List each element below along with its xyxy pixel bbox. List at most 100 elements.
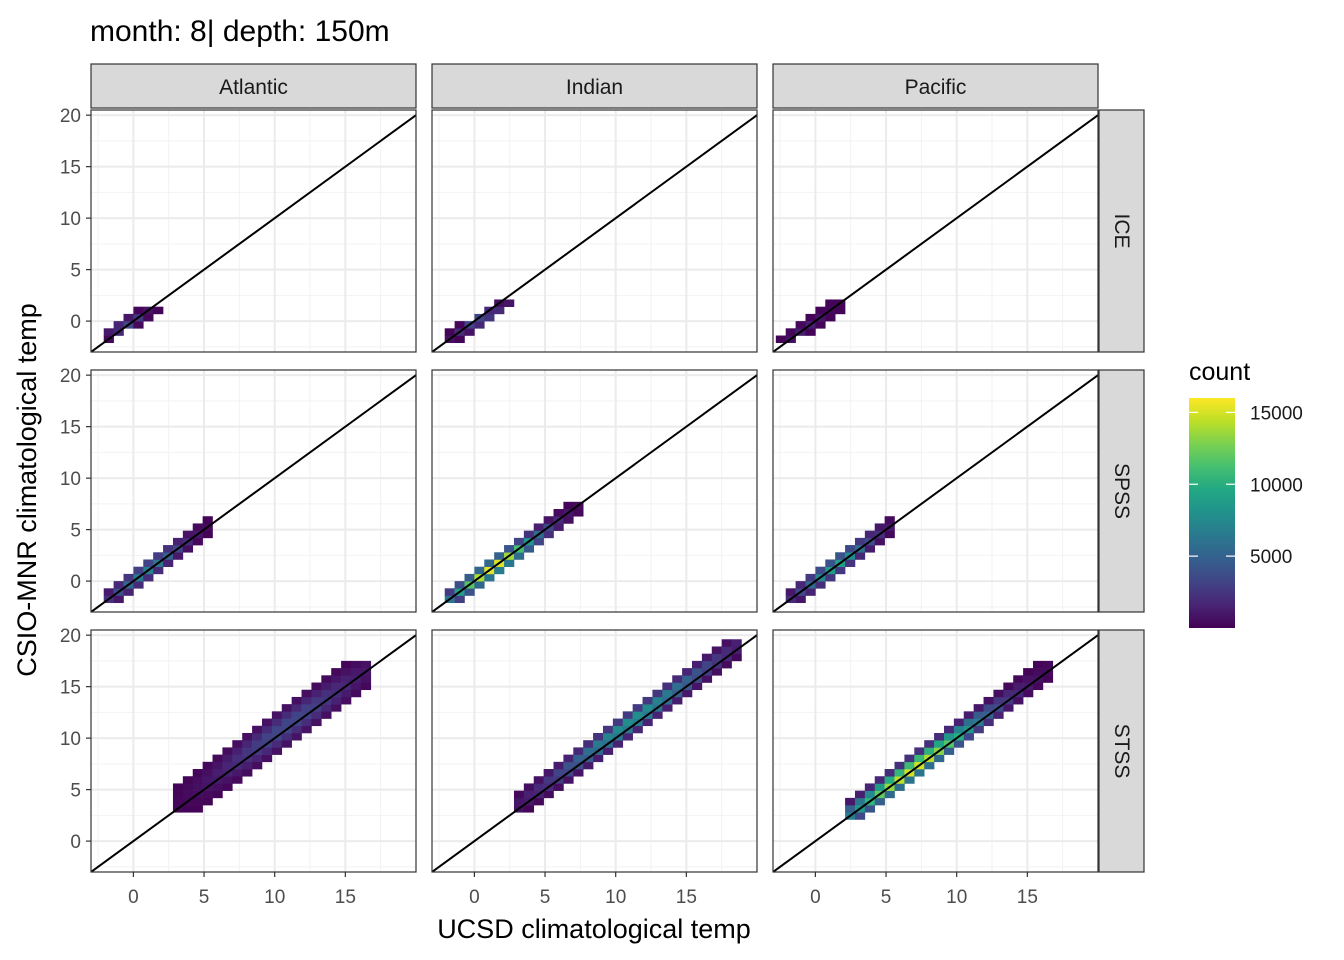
heatmap-bin — [543, 516, 554, 524]
heatmap-bin — [662, 704, 673, 712]
heatmap-bin — [533, 537, 544, 546]
heatmap-bin — [232, 754, 243, 763]
heatmap-bin — [454, 595, 465, 604]
heatmap-bin — [202, 761, 213, 770]
y-tick-label: 5 — [70, 261, 81, 282]
heatmap-bin — [192, 797, 203, 806]
heatmap-bin — [331, 682, 342, 691]
heatmap-bin — [202, 790, 213, 799]
heatmap-bin — [252, 725, 263, 734]
heatmap-bin — [825, 313, 836, 322]
heatmap-bin — [360, 675, 372, 683]
heatmap-bin — [815, 566, 826, 575]
heatmap-bin — [914, 754, 925, 763]
heatmap-bin — [504, 545, 515, 553]
heatmap-bin — [543, 530, 554, 539]
heatmap-bin — [523, 783, 535, 791]
heatmap-bin — [232, 747, 243, 755]
identity-line — [773, 114, 1098, 352]
heatmap-bin — [321, 682, 332, 691]
heatmap-bin — [454, 581, 465, 589]
heatmap-bin — [484, 313, 495, 322]
heatmap-bin — [993, 689, 1004, 698]
heatmap-bin — [351, 660, 362, 669]
heatmap-bin — [672, 675, 683, 683]
x-tick-label: 0 — [128, 887, 139, 908]
heatmap-bin — [261, 754, 273, 763]
heatmap-bin — [311, 711, 322, 719]
heatmap-bin — [652, 696, 663, 705]
panel-border — [90, 629, 417, 873]
heatmap-bin — [242, 747, 253, 755]
heatmap-bin — [331, 668, 342, 676]
heatmap-bin — [553, 769, 564, 777]
heatmap-bin — [341, 675, 352, 683]
heatmap-bin — [553, 509, 564, 517]
heatmap-bin — [261, 725, 273, 734]
heatmap-bin — [202, 776, 213, 784]
panel-ice-pacific — [772, 109, 1099, 353]
heatmap-bin — [805, 588, 816, 596]
heatmap-bin — [182, 790, 194, 799]
heatmap-bin — [835, 566, 846, 575]
panel-border — [431, 369, 758, 613]
heatmap-bin — [943, 725, 955, 734]
heatmap-bin — [444, 328, 455, 336]
heatmap-bin — [331, 704, 342, 712]
heatmap-bin — [232, 776, 243, 784]
heatmap-bin — [825, 573, 836, 582]
heatmap-bin — [874, 523, 885, 531]
panel-stss-pacific: 0 5 10 15 — [772, 629, 1099, 908]
heatmap-bin — [894, 783, 905, 791]
heatmap-bin — [904, 754, 915, 763]
heatmap-bin — [864, 530, 876, 539]
heatmap-bin — [602, 747, 614, 755]
heatmap-bin — [854, 537, 866, 546]
heatmap-bin — [692, 682, 703, 691]
heatmap-bin — [454, 321, 465, 329]
heatmap-bin — [212, 754, 223, 763]
heatmap-bin — [854, 552, 866, 560]
heatmap-bin — [884, 769, 895, 777]
heatmap-bin — [301, 718, 312, 727]
heatmap-bin — [543, 790, 554, 799]
heatmap-bin — [874, 797, 885, 806]
heatmap-bin — [242, 732, 253, 741]
heatmap-bin — [192, 776, 203, 784]
heatmap-bin — [795, 595, 806, 604]
heatmap-bin — [672, 696, 683, 705]
heatmap-bin — [281, 718, 292, 727]
y-tick-label: 0 — [70, 572, 81, 593]
heatmap-bin — [351, 668, 362, 676]
heatmap-bin — [563, 761, 574, 770]
y-tick-label: 20 — [60, 366, 81, 387]
x-tick-label: 5 — [199, 887, 210, 908]
heatmap-bin — [281, 740, 292, 748]
heatmap-bin — [815, 581, 826, 589]
heatmap-bin — [172, 797, 184, 806]
heatmap-bin — [543, 769, 554, 777]
heatmap-bin — [321, 689, 332, 698]
heatmap-bin — [1042, 675, 1054, 683]
heatmap-bin — [682, 675, 693, 683]
heatmap-bin — [172, 783, 184, 791]
x-tick-label: 5 — [881, 887, 892, 908]
heatmap-bin — [271, 747, 283, 755]
heatmap-bin — [692, 668, 703, 676]
heatmap-bin — [222, 761, 233, 770]
heatmap-bin — [153, 306, 164, 315]
heatmap-bin — [133, 306, 144, 315]
heatmap-bin — [133, 566, 144, 575]
heatmap-bin — [222, 783, 233, 791]
heatmap-bin — [943, 747, 955, 755]
identity-line — [773, 374, 1098, 612]
heatmap-bin — [271, 725, 283, 734]
heatmap-bin — [612, 725, 624, 734]
heatmap-bin — [202, 516, 213, 524]
heatmap-bin — [711, 668, 722, 676]
heatmap-bin — [311, 718, 322, 727]
heatmap-bin — [1003, 704, 1014, 712]
heatmap-bin — [123, 313, 134, 322]
heatmap-bin — [622, 711, 633, 719]
heatmap-bin — [291, 732, 302, 741]
